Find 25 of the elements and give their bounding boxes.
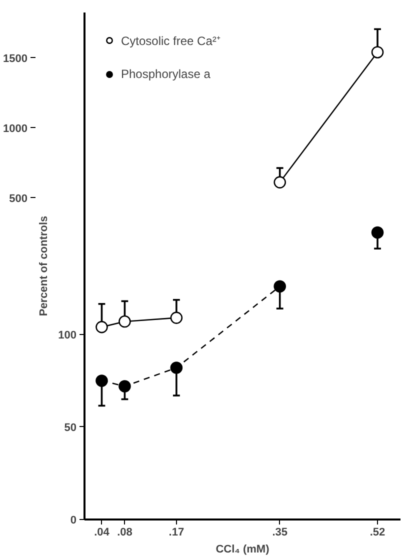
point xyxy=(96,374,108,387)
point xyxy=(371,226,384,239)
legend-label: Phosphorylase a xyxy=(121,67,210,81)
point xyxy=(118,380,131,392)
point xyxy=(170,312,183,324)
x-tick-label: .52 xyxy=(370,526,386,538)
legend-label: Cytosolic free Ca²⁺ xyxy=(121,32,220,48)
x-tick-label: .17 xyxy=(168,526,184,538)
x-tick-label: .04 xyxy=(94,526,110,538)
point xyxy=(96,320,108,334)
x-axis-title: CCl₄ (mM) xyxy=(216,544,270,556)
point xyxy=(274,176,286,188)
y-tick-label: 100 xyxy=(58,329,77,342)
y2-tick-label: 1500 xyxy=(3,52,28,65)
point xyxy=(118,315,131,328)
point xyxy=(371,46,384,58)
y2-tick-label: 1000 xyxy=(3,122,28,135)
x-tick-label: .08 xyxy=(117,526,132,538)
point xyxy=(274,280,286,292)
y-axis-title: Percent of controls xyxy=(38,216,50,316)
point xyxy=(170,362,183,374)
y2-tick-label: 500 xyxy=(9,192,28,205)
x-tick-label: .35 xyxy=(272,526,288,538)
y-tick-label: 50 xyxy=(64,422,77,434)
y-tick-label: 0 xyxy=(70,514,77,526)
